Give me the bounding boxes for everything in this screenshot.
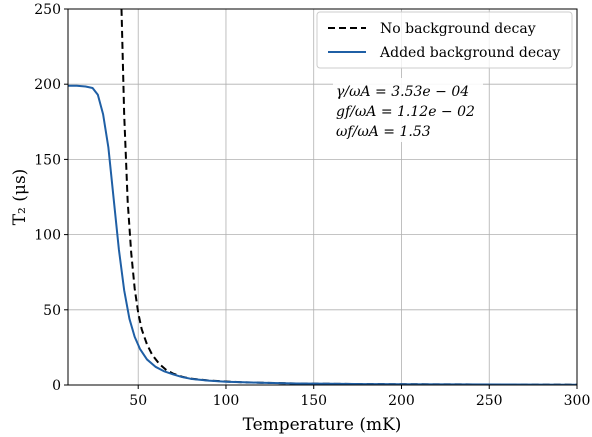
series-line-added-background-decay <box>68 84 577 385</box>
plot-background <box>68 9 577 385</box>
plot-frame <box>67 8 578 386</box>
annotation-wf: ωf/ωA = 1.53 <box>336 124 431 140</box>
legend-label-no-background: No background decay <box>380 21 536 37</box>
x-axis-label: Temperature (mK) <box>243 415 402 435</box>
y-tick-label: 0 <box>52 378 61 394</box>
x-tick-label: 250 <box>476 393 503 409</box>
y-tick-label: 50 <box>43 303 61 319</box>
y-tick-label: 200 <box>34 77 61 93</box>
y-tick-label: 150 <box>34 152 61 168</box>
annotation-box: γ/ωA = 3.53e − 04 gf/ωA = 1.12e − 02 ωf/… <box>333 78 483 142</box>
x-tick-label: 50 <box>129 393 147 409</box>
legend: No background decay Added background dec… <box>316 11 573 69</box>
legend-box <box>316 11 573 69</box>
y-tick-label: 100 <box>34 228 61 244</box>
x-tick-label: 150 <box>300 393 327 409</box>
x-tick-label: 300 <box>564 393 591 409</box>
y-axis-label: T₂ (μs) <box>10 169 30 226</box>
series-layer <box>68 9 577 385</box>
grid <box>68 8 578 386</box>
annotation-gf: gf/ωA = 1.12e − 02 <box>336 104 475 120</box>
x-tick-label: 100 <box>213 393 240 409</box>
annotation-gamma: γ/ωA = 3.53e − 04 <box>336 84 469 100</box>
ticks: 50 100 150 200 250 300 0 50 100 150 200 250 <box>34 2 590 409</box>
y-tick-label: 250 <box>34 2 61 18</box>
legend-label-added-background: Added background decay <box>379 45 560 61</box>
x-tick-label: 200 <box>388 393 415 409</box>
